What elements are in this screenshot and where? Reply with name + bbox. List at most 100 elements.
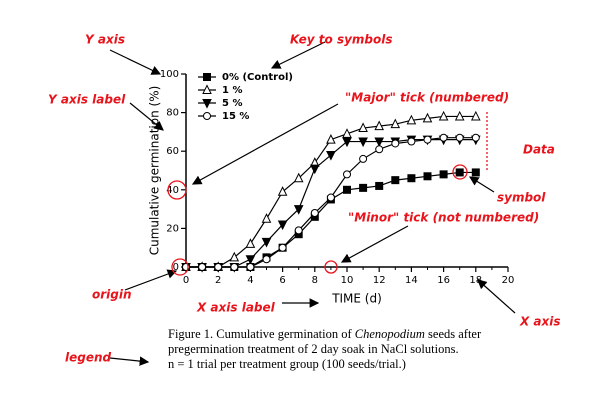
annotation: Y axis xyxy=(85,33,125,47)
marker xyxy=(439,170,448,179)
highlight-circle xyxy=(167,180,187,200)
marker xyxy=(202,84,212,94)
marker xyxy=(277,186,288,196)
marker xyxy=(214,263,223,271)
marker xyxy=(326,193,335,202)
marker xyxy=(358,122,368,133)
x-tick-label: 8 xyxy=(312,275,318,286)
marker xyxy=(262,255,271,264)
y-axis-label: Cumulative germination (%) xyxy=(148,86,162,256)
caption-line: Figure 1. Cumulative germination of Chen… xyxy=(168,327,482,341)
caption-text: seeds after xyxy=(425,327,482,341)
x-tick-label: 0 xyxy=(183,275,189,286)
arrow xyxy=(270,41,326,69)
annotation: Data xyxy=(523,143,555,157)
marker xyxy=(439,133,448,142)
marker xyxy=(391,139,400,148)
marker xyxy=(471,133,480,142)
highlights xyxy=(167,112,488,276)
legend-label: 5 % xyxy=(222,98,242,109)
annotation: legend xyxy=(65,351,112,365)
marker xyxy=(261,237,272,248)
annotation: "Minor" tick (not numbered) xyxy=(348,211,539,225)
marker xyxy=(246,263,255,271)
y-tick-label: 80 xyxy=(166,108,179,119)
marker xyxy=(407,137,416,146)
marker xyxy=(374,137,385,148)
x-tick-label: 20 xyxy=(502,275,515,286)
x-tick-label: 4 xyxy=(247,275,253,286)
marker xyxy=(198,263,207,271)
annotation: "Major" tick (numbered) xyxy=(345,91,509,105)
marker xyxy=(293,172,304,183)
marker xyxy=(375,145,384,154)
marker xyxy=(471,168,480,177)
x-tick-label: 14 xyxy=(405,275,418,286)
series xyxy=(181,135,481,273)
y-tick-label: 60 xyxy=(166,146,179,157)
marker xyxy=(294,226,303,235)
arrow xyxy=(340,225,409,263)
series xyxy=(182,133,480,271)
arrow xyxy=(124,269,178,291)
highlight-circle xyxy=(324,260,338,274)
marker xyxy=(407,174,416,183)
legend-label: 1 % xyxy=(222,85,242,96)
x-tick-label: 18 xyxy=(469,275,482,286)
x-tick-label: 16 xyxy=(437,275,450,286)
caption-text: Figure 1. Cumulative germination of xyxy=(168,327,355,341)
x-tick-label: 12 xyxy=(373,275,386,286)
annotation: X axis xyxy=(519,315,561,329)
arrow xyxy=(129,102,164,131)
y-tick-label: 40 xyxy=(166,185,179,196)
marker xyxy=(470,110,481,121)
marker xyxy=(422,112,433,123)
y-tick-label: 0 xyxy=(173,262,179,273)
marker xyxy=(277,220,288,231)
marker xyxy=(245,255,256,265)
marker xyxy=(278,243,287,252)
y-tick-label: 20 xyxy=(166,223,179,234)
marker xyxy=(391,176,400,185)
marker xyxy=(326,134,336,144)
marker xyxy=(423,172,432,181)
caption-line: pregermination treatment of 2 day soak i… xyxy=(168,342,459,356)
marker xyxy=(245,238,256,248)
annotations: Y axis Key to symbols Y axis label "Major" … xyxy=(48,33,561,365)
arrow xyxy=(468,176,495,193)
marker xyxy=(203,73,211,81)
arrow xyxy=(109,356,150,366)
marker xyxy=(375,181,384,190)
marker xyxy=(342,137,352,148)
x-axis-label: TIME (d) xyxy=(331,292,382,306)
annotation: Key to symbols xyxy=(290,33,393,47)
annotation: Y axis label xyxy=(48,93,126,107)
marker xyxy=(358,137,368,148)
x-tick-label: 6 xyxy=(279,275,285,286)
marker xyxy=(310,208,319,217)
marker xyxy=(202,99,212,109)
legend-label: 15 % xyxy=(222,111,249,122)
marker xyxy=(293,205,304,215)
marker xyxy=(359,183,368,192)
caption-line: n = 1 trial per treatment group (100 see… xyxy=(168,357,406,371)
marker xyxy=(454,110,465,121)
annotation: symbol xyxy=(497,191,546,205)
marker xyxy=(342,128,352,138)
marker xyxy=(390,118,401,129)
arrow xyxy=(191,103,339,185)
arrows xyxy=(109,41,516,366)
arrow xyxy=(109,49,162,75)
annotation: origin xyxy=(92,288,132,302)
chart: 0 20 40 60 80 100 0 2 4 6 8 10 12 14 16 18 20 TIME (d) Cum… xyxy=(148,69,515,306)
marker xyxy=(374,120,385,131)
caption-species: Chenopodium xyxy=(355,327,425,341)
marker xyxy=(230,263,239,271)
legend-label: 0% (Control) xyxy=(222,72,293,83)
marker xyxy=(455,168,464,177)
marker xyxy=(343,170,351,179)
x-tick-label: 2 xyxy=(215,275,221,286)
marker xyxy=(326,151,336,161)
series xyxy=(181,110,481,271)
